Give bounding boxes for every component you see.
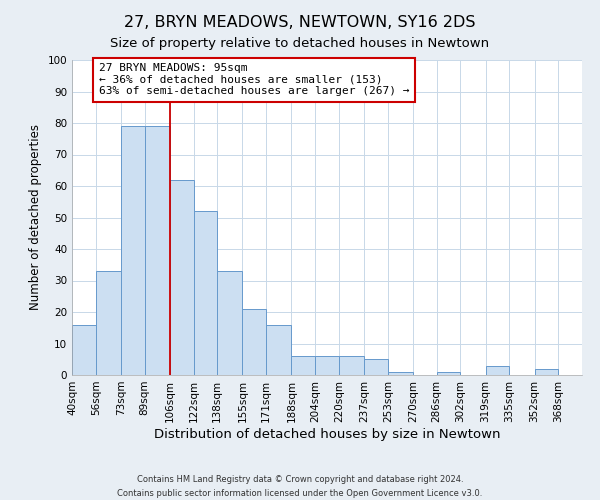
Bar [388,372,413,375]
Bar [242,309,266,375]
Y-axis label: Number of detached properties: Number of detached properties [29,124,42,310]
Bar [217,271,242,375]
Bar [315,356,339,375]
Bar [121,126,145,375]
X-axis label: Distribution of detached houses by size in Newtown: Distribution of detached houses by size … [154,428,500,440]
Text: Contains HM Land Registry data © Crown copyright and database right 2024.
Contai: Contains HM Land Registry data © Crown c… [118,476,482,498]
Bar [194,211,217,375]
Bar [72,324,96,375]
Bar [292,356,315,375]
Bar [535,368,558,375]
Bar [96,271,121,375]
Bar [437,372,460,375]
Text: 27 BRYN MEADOWS: 95sqm
← 36% of detached houses are smaller (153)
63% of semi-de: 27 BRYN MEADOWS: 95sqm ← 36% of detached… [98,63,409,96]
Bar [364,359,388,375]
Bar [339,356,364,375]
Text: Size of property relative to detached houses in Newtown: Size of property relative to detached ho… [110,38,490,51]
Bar [170,180,194,375]
Bar [266,324,292,375]
Bar [485,366,509,375]
Text: 27, BRYN MEADOWS, NEWTOWN, SY16 2DS: 27, BRYN MEADOWS, NEWTOWN, SY16 2DS [124,15,476,30]
Bar [145,126,170,375]
